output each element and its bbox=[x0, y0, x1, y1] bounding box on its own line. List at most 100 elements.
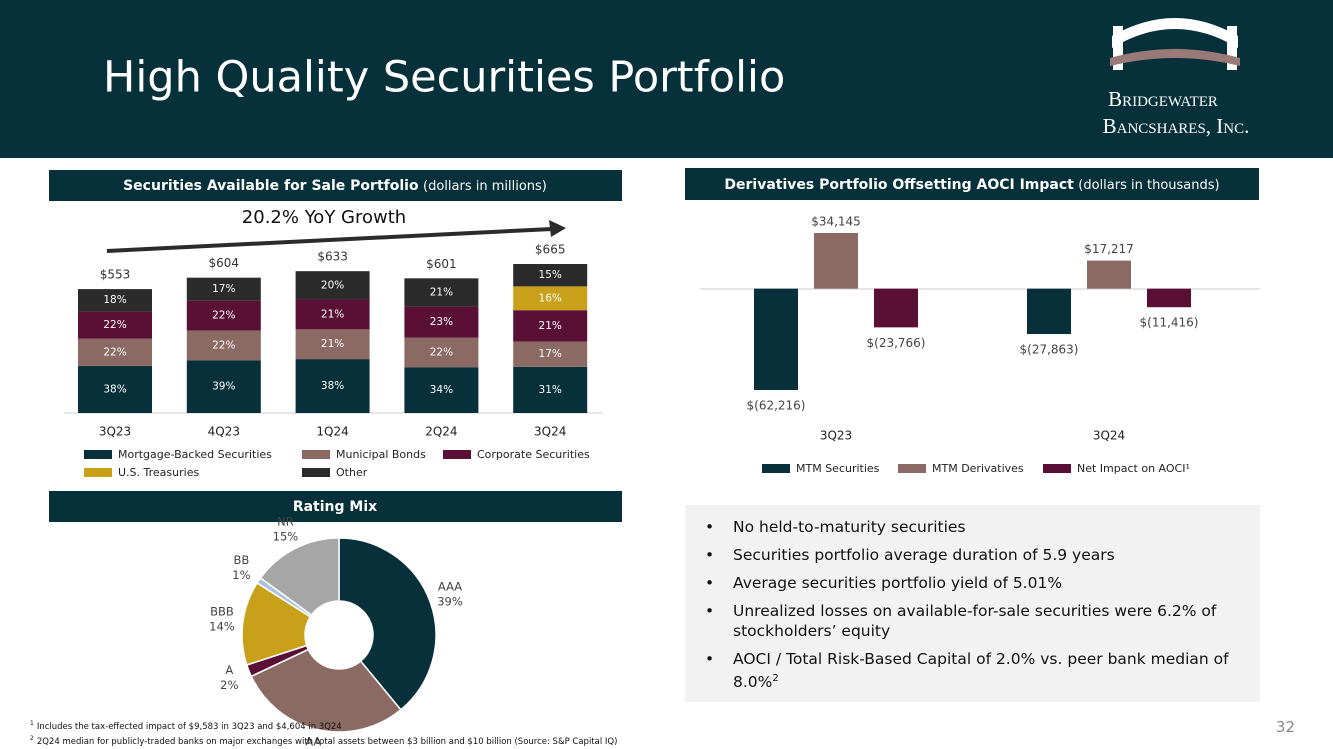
segment-label: 17% bbox=[212, 283, 235, 295]
page-number: 32 bbox=[1275, 718, 1295, 736]
footnotes: 1 Includes the tax-effected impact of $9,… bbox=[30, 718, 617, 749]
value-label: $(23,766) bbox=[867, 336, 926, 350]
bar-segment bbox=[295, 271, 370, 300]
segment-label: 38% bbox=[103, 383, 126, 395]
slice-value: 15% bbox=[273, 529, 299, 543]
legend-label: MTM Derivatives bbox=[932, 462, 1024, 475]
section-header bbox=[685, 168, 1259, 200]
segment-label: 34% bbox=[430, 384, 453, 396]
bullet-box: No held-to-maturity securities Securities… bbox=[685, 505, 1260, 702]
segment-label: 20% bbox=[321, 279, 344, 291]
donut-slice bbox=[250, 648, 402, 733]
slice-name: A bbox=[225, 663, 233, 677]
value-label: $(62,216) bbox=[747, 399, 806, 413]
bar bbox=[1027, 288, 1071, 335]
value-label: $(11,416) bbox=[1140, 316, 1199, 330]
bar-segment bbox=[404, 337, 479, 368]
x-tick-label: 4Q23 bbox=[208, 425, 240, 439]
segment-label: 16% bbox=[539, 292, 562, 304]
slice-value: 2% bbox=[220, 678, 238, 692]
legend-swatch bbox=[302, 450, 330, 459]
total-label: $601 bbox=[426, 257, 457, 271]
x-tick-label: 3Q23 bbox=[820, 429, 852, 443]
x-tick-label: 3Q24 bbox=[534, 425, 566, 439]
value-label: $34,145 bbox=[811, 215, 861, 229]
footnote-mark: 2 bbox=[30, 735, 34, 743]
segment-label: 22% bbox=[103, 346, 126, 358]
footnote-text: Includes the tax-effected impact of $9,5… bbox=[36, 721, 342, 732]
slice-name: BBB bbox=[210, 605, 234, 619]
bullet: Average securities portfolio yield of 5.… bbox=[705, 573, 1253, 593]
legend-swatch bbox=[443, 450, 471, 459]
logo-line2: Bancshares, Inc. bbox=[1103, 114, 1250, 138]
segment-label: 17% bbox=[539, 348, 562, 360]
donut-slice bbox=[338, 537, 437, 711]
slide-title: High Quality Securities Portfolio bbox=[103, 53, 785, 103]
footnote-mark: 1 bbox=[30, 720, 34, 727]
legend-label: Mortgage-Backed Securities bbox=[118, 448, 272, 461]
footnote: 2 2Q24 median for publicly-traded banks o… bbox=[30, 733, 617, 748]
bullet-text: Unrealized losses on available-for-sale … bbox=[733, 602, 1217, 640]
segment-label: 22% bbox=[212, 339, 235, 351]
bar-segment bbox=[513, 366, 588, 413]
bar-segment bbox=[186, 300, 261, 331]
annotation: 20.2% YoY Growth bbox=[242, 207, 406, 228]
bar-segment bbox=[404, 367, 479, 413]
bullet-note: 2 bbox=[772, 673, 779, 684]
bullet: No held-to-maturity securities bbox=[705, 517, 1253, 537]
growth-arrowhead bbox=[549, 220, 566, 237]
section-title-unit: (dollars in millions) bbox=[423, 179, 547, 194]
value-label: $(27,863) bbox=[1020, 343, 1079, 357]
total-label: $665 bbox=[535, 243, 566, 257]
total-label: $633 bbox=[317, 250, 348, 264]
legend-swatch bbox=[84, 450, 112, 459]
slice-name: AAA bbox=[438, 580, 462, 594]
bar-segment bbox=[513, 310, 588, 342]
bar-segment bbox=[295, 359, 370, 413]
bullet: AOCI / Total Risk-Based Capital of 2.0% … bbox=[705, 649, 1253, 692]
x-tick-label: 3Q24 bbox=[1093, 429, 1125, 443]
bullet: Unrealized losses on available-for-sale … bbox=[705, 601, 1253, 641]
bar-segment bbox=[186, 360, 261, 413]
bar-segment bbox=[78, 311, 152, 339]
slice-name: AA bbox=[305, 735, 321, 749]
bar bbox=[814, 233, 858, 289]
slice-value: 1% bbox=[232, 568, 250, 582]
segment-label: 21% bbox=[430, 286, 453, 298]
growth-arrow bbox=[106, 227, 553, 253]
x-tick-label: 1Q24 bbox=[316, 425, 348, 439]
x-tick-label: 3Q23 bbox=[99, 425, 131, 439]
segment-label: 21% bbox=[539, 320, 562, 332]
slice-name: BB bbox=[234, 553, 250, 567]
slice-value: 39% bbox=[437, 595, 463, 609]
section-header bbox=[49, 170, 622, 201]
segment-label: 18% bbox=[103, 294, 126, 306]
x-tick-label: 2Q24 bbox=[425, 425, 457, 439]
bullet-text: No held-to-maturity securities bbox=[733, 518, 966, 536]
bar-segment bbox=[78, 338, 152, 366]
slice-value: 14% bbox=[209, 620, 235, 634]
segment-label: 15% bbox=[539, 269, 562, 281]
segment-label: 23% bbox=[430, 316, 453, 328]
value-label: $17,217 bbox=[1084, 242, 1134, 256]
bar bbox=[1087, 260, 1131, 289]
bar bbox=[874, 288, 918, 328]
bar-segment bbox=[513, 286, 588, 311]
legend-label: Corporate Securities bbox=[477, 448, 590, 461]
bar-segment bbox=[295, 299, 370, 330]
legend-swatch bbox=[762, 464, 790, 473]
segment-label: 21% bbox=[321, 338, 344, 350]
logo-mark bbox=[1110, 18, 1240, 70]
bullet-list: No held-to-maturity securities Securities… bbox=[705, 517, 1240, 692]
segment-label: 38% bbox=[321, 380, 344, 392]
bar-segment bbox=[404, 306, 479, 338]
legend-swatch bbox=[898, 464, 926, 473]
bullet-text: AOCI / Total Risk-Based Capital of 2.0% … bbox=[733, 650, 1229, 692]
bar bbox=[1147, 288, 1191, 308]
legend-label: MTM Securities bbox=[796, 462, 880, 475]
bar-segment bbox=[186, 330, 261, 361]
bar bbox=[754, 288, 798, 390]
bar-segment bbox=[295, 329, 370, 360]
